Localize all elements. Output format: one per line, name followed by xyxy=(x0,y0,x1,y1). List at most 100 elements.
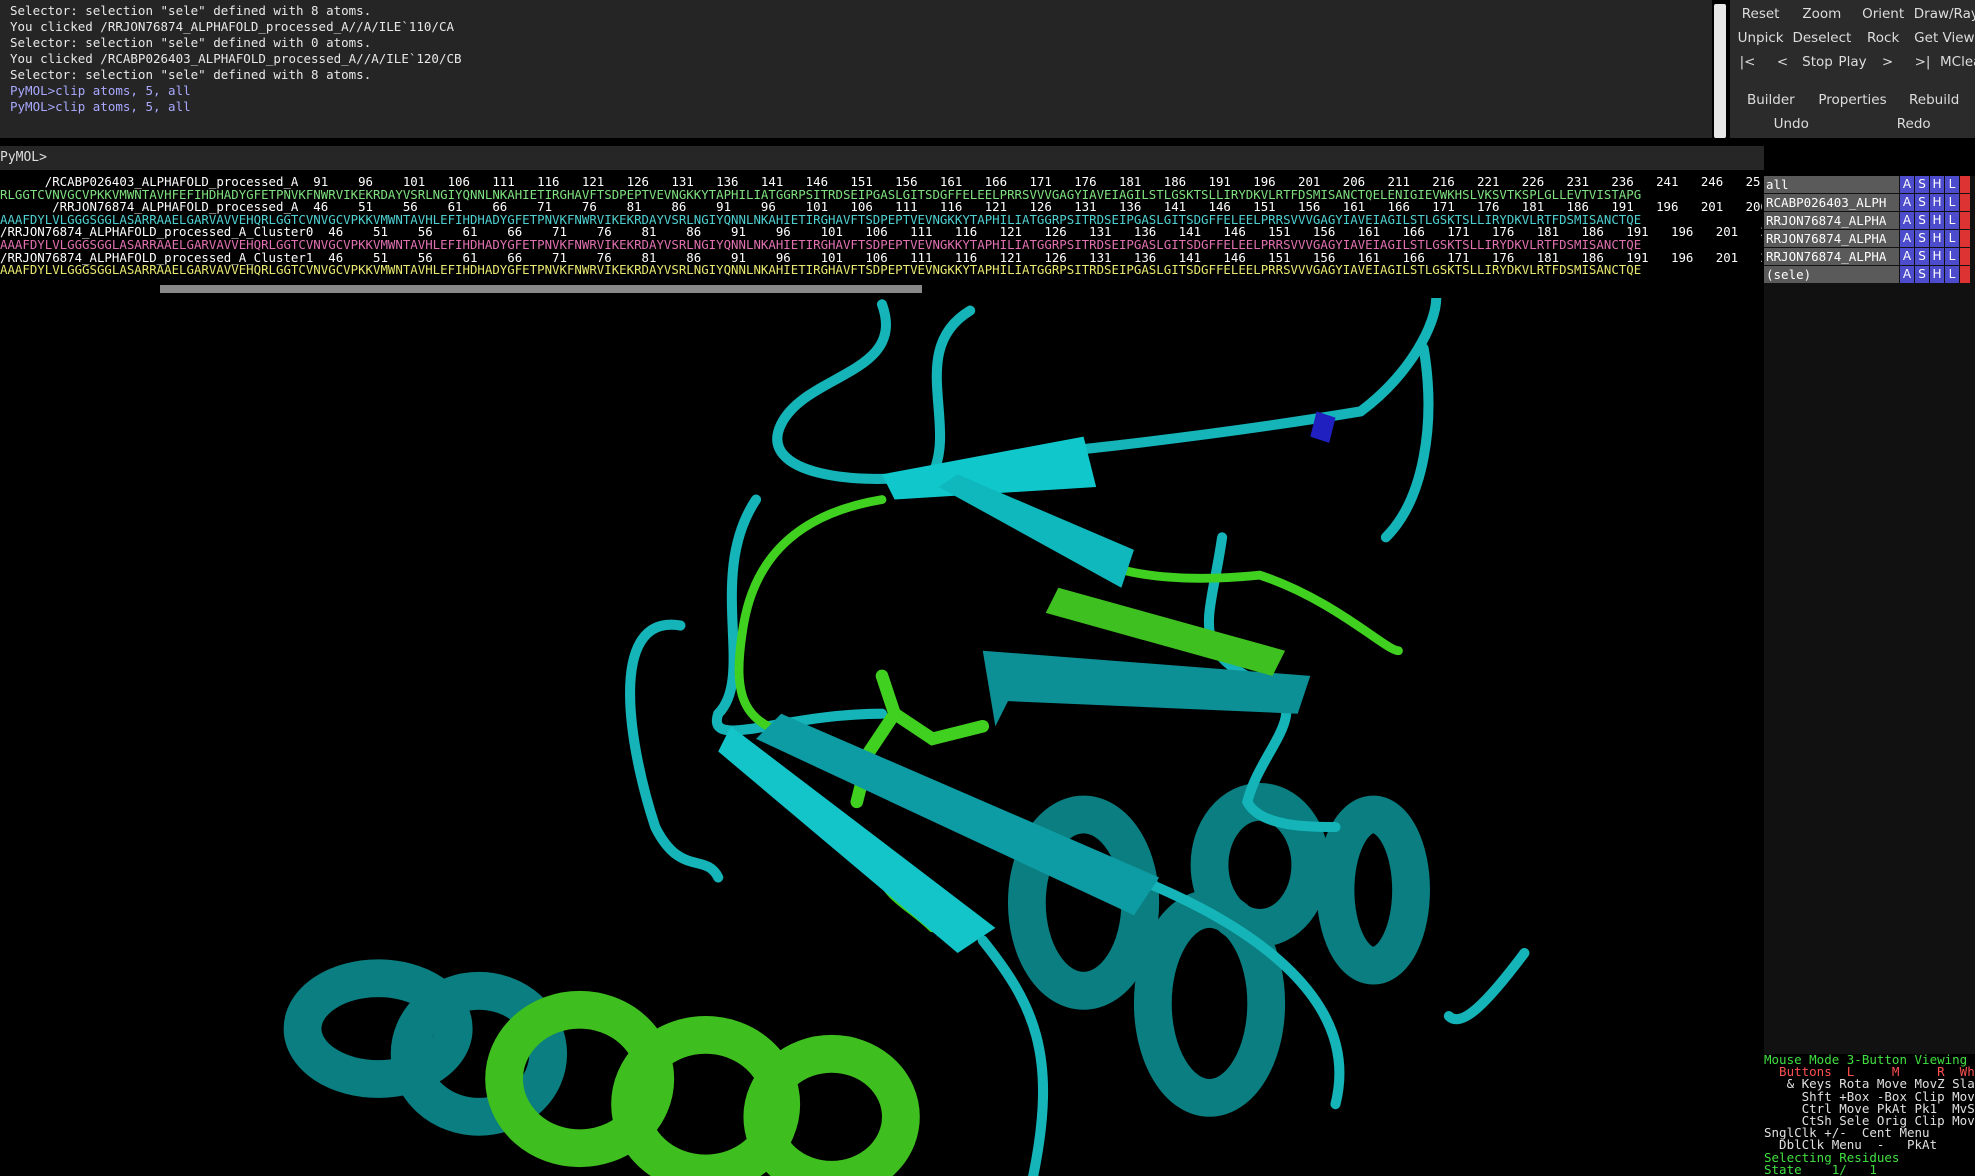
object-action[interactable]: H xyxy=(1929,266,1944,284)
sequence-row: /RRJON76874_ALPHAFOLD_processed_A_Cluste… xyxy=(0,224,1762,240)
mouse-line: Shft +Box -Box Clip MovS xyxy=(1764,1088,1975,1104)
object-name[interactable]: RRJON76874_ALPHA xyxy=(1764,230,1899,248)
console-line: Selector: selection "sele" defined with … xyxy=(10,35,372,50)
toolbar-button[interactable]: Draw/Ray xyxy=(1913,6,1975,22)
toolbar-button[interactable]: Orient xyxy=(1862,6,1905,22)
object-action[interactable]: S xyxy=(1914,176,1929,194)
mouse-line: State 1/ 1 xyxy=(1764,1161,1877,1176)
sequence-row: /RCABP026403_ALPHAFOLD_processed_A 91 96… xyxy=(0,176,1762,189)
object-name[interactable]: (sele) xyxy=(1764,266,1899,284)
cartoon xyxy=(283,298,1530,1176)
toolbar-button[interactable]: Redo xyxy=(1896,116,1931,132)
object-action[interactable]: A xyxy=(1899,230,1914,248)
toolbar-button[interactable]: Undo xyxy=(1773,116,1809,132)
object-action[interactable]: A xyxy=(1899,266,1914,284)
console-line: You clicked /RRJON76874_ALPHAFOLD_proces… xyxy=(10,19,455,34)
object-color[interactable] xyxy=(1959,176,1970,194)
toolbar-button[interactable]: Rock xyxy=(1866,30,1900,46)
sequence-row: AAAFDYLVLGGGSGGLASARRAAELGARVAVVEHQRLGGT… xyxy=(0,262,1642,278)
object-action[interactable]: S xyxy=(1914,266,1929,284)
object-color[interactable] xyxy=(1959,248,1970,266)
mouse-line: CtSh Sele Orig Clip MovZ xyxy=(1764,1113,1975,1129)
object-row: RRJON76874_ALPHA A S H L xyxy=(1764,248,1975,266)
object-action[interactable]: H xyxy=(1929,230,1944,248)
object-action[interactable]: H xyxy=(1929,194,1944,212)
toolbar-button[interactable]: |< xyxy=(1739,54,1756,70)
sequence-row: RLGGTCVNVGCVPKKVMWNTAVHFEFIHDHADYGFETPNV… xyxy=(0,186,1642,202)
helix-front xyxy=(485,990,920,1176)
prompt: PyMOL> xyxy=(0,150,47,165)
sequence-scrollbar[interactable] xyxy=(160,285,922,293)
toolbar-button[interactable]: > xyxy=(1881,54,1894,70)
toolbar-button[interactable]: < xyxy=(1776,54,1789,70)
toolbar-button[interactable]: Deselect xyxy=(1792,30,1852,46)
object-action[interactable]: L xyxy=(1944,194,1959,212)
object-action[interactable]: H xyxy=(1929,248,1944,266)
object-action[interactable]: L xyxy=(1944,176,1959,194)
command-line[interactable]: PyMOL> xyxy=(0,146,1764,170)
object-action[interactable]: S xyxy=(1914,230,1929,248)
object-color[interactable] xyxy=(1959,266,1970,284)
mouse-line: Ctrl Move PkAt Pk1 MvSZ xyxy=(1764,1100,1975,1116)
toolbar-button[interactable]: Get View xyxy=(1914,30,1975,46)
mouse-line: SnglClk +/- Cent Menu xyxy=(1764,1125,1930,1141)
scrollbar[interactable] xyxy=(1714,4,1726,138)
object-name[interactable]: all xyxy=(1764,176,1899,194)
toolbar-button[interactable]: Reset xyxy=(1741,6,1780,22)
object-name[interactable]: RRJON76874_ALPHA xyxy=(1764,212,1899,230)
button-row: Unpick Deselect Rock Get View xyxy=(1730,26,1975,50)
mouse-line: DblClk Menu - PkAt xyxy=(1764,1137,1938,1153)
object-action[interactable]: L xyxy=(1944,248,1959,266)
toolbar-button[interactable]: Properties xyxy=(1818,92,1887,108)
console-line: Selector: selection "sele" defined with … xyxy=(10,3,372,18)
button-row: |< < Stop Play > >| MClear xyxy=(1730,50,1975,74)
console-command: PyMOL>clip atoms, 5, all xyxy=(10,83,191,98)
object-action[interactable]: A xyxy=(1899,176,1914,194)
console: Selector: selection "sele" defined with … xyxy=(0,0,1712,138)
mouse-line: Buttons L M R Wheel xyxy=(1764,1064,1975,1080)
object-action[interactable]: A xyxy=(1899,212,1914,230)
object-action[interactable]: S xyxy=(1914,248,1929,266)
sequence-viewer: /RCABP026403_ALPHAFOLD_processed_A 91 96… xyxy=(0,176,1762,296)
object-color[interactable] xyxy=(1959,212,1970,230)
toolbar-button[interactable]: Stop xyxy=(1802,54,1833,70)
button-row: Builder Properties Rebuild xyxy=(1730,88,1975,112)
object-row: RCABP026403_ALPH A S H L xyxy=(1764,194,1975,212)
object-action[interactable]: S xyxy=(1914,194,1929,212)
object-action[interactable]: H xyxy=(1929,176,1944,194)
sequence-row: /RRJON76874_ALPHAFOLD_processed_A 46 51 … xyxy=(0,199,1762,215)
object-action[interactable]: A xyxy=(1899,194,1914,212)
mouse-mode-panel: Mouse Mode 3-Button Viewing Buttons L M … xyxy=(1764,1054,1975,1176)
object-action[interactable]: H xyxy=(1929,212,1944,230)
mouse-line: Mouse Mode 3-Button Viewing xyxy=(1764,1054,1968,1067)
object-color[interactable] xyxy=(1959,194,1970,212)
button-row: Reset Zoom Orient Draw/Ray xyxy=(1730,2,1975,26)
button-row: Undo Redo xyxy=(1730,112,1975,136)
toolbar-button[interactable]: Play xyxy=(1838,54,1867,70)
toolbar-button[interactable]: Builder xyxy=(1746,92,1795,108)
object-row: all A S H L xyxy=(1764,176,1975,194)
sequence-row: AAAFDYLVLGGGSGGLASARRAAELGARVAVVEHQRLGGT… xyxy=(0,211,1642,227)
object-name[interactable]: RRJON76874_ALPHA xyxy=(1764,248,1899,266)
console-command: PyMOL>clip atoms, 5, all xyxy=(10,99,191,114)
sequence-row: /RRJON76874_ALPHAFOLD_processed_A_Cluste… xyxy=(0,249,1762,265)
object-action[interactable]: L xyxy=(1944,230,1959,248)
console-line: You clicked /RCABP026403_ALPHAFOLD_proce… xyxy=(10,51,462,66)
object-name[interactable]: RCABP026403_ALPH xyxy=(1764,194,1899,212)
toolbar-button[interactable]: >| xyxy=(1914,54,1931,70)
object-row: RRJON76874_ALPHA A S H L xyxy=(1764,230,1975,248)
object-action[interactable]: A xyxy=(1899,248,1914,266)
toolbar-button[interactable]: Zoom xyxy=(1802,6,1842,22)
object-action[interactable]: S xyxy=(1914,212,1929,230)
toolbar-button[interactable]: Unpick xyxy=(1737,30,1784,46)
object-color[interactable] xyxy=(1959,230,1970,248)
object-action[interactable]: L xyxy=(1944,266,1959,284)
molecule-viewer[interactable] xyxy=(0,298,1764,1176)
toolbar-button[interactable]: Rebuild xyxy=(1909,92,1960,108)
sequence-row: AAAFDYLVLGGGSGGLASARRAAELGARVAVVEHQRLGGT… xyxy=(0,236,1642,252)
toolbar-button[interactable]: MClear xyxy=(1940,54,1975,70)
button-panel: Reset Zoom Orient Draw/Ray Unpick Deselect Roc… xyxy=(1730,0,1975,138)
console-line: Selector: selection "sele" defined with … xyxy=(10,67,372,82)
object-action[interactable]: L xyxy=(1944,212,1959,230)
